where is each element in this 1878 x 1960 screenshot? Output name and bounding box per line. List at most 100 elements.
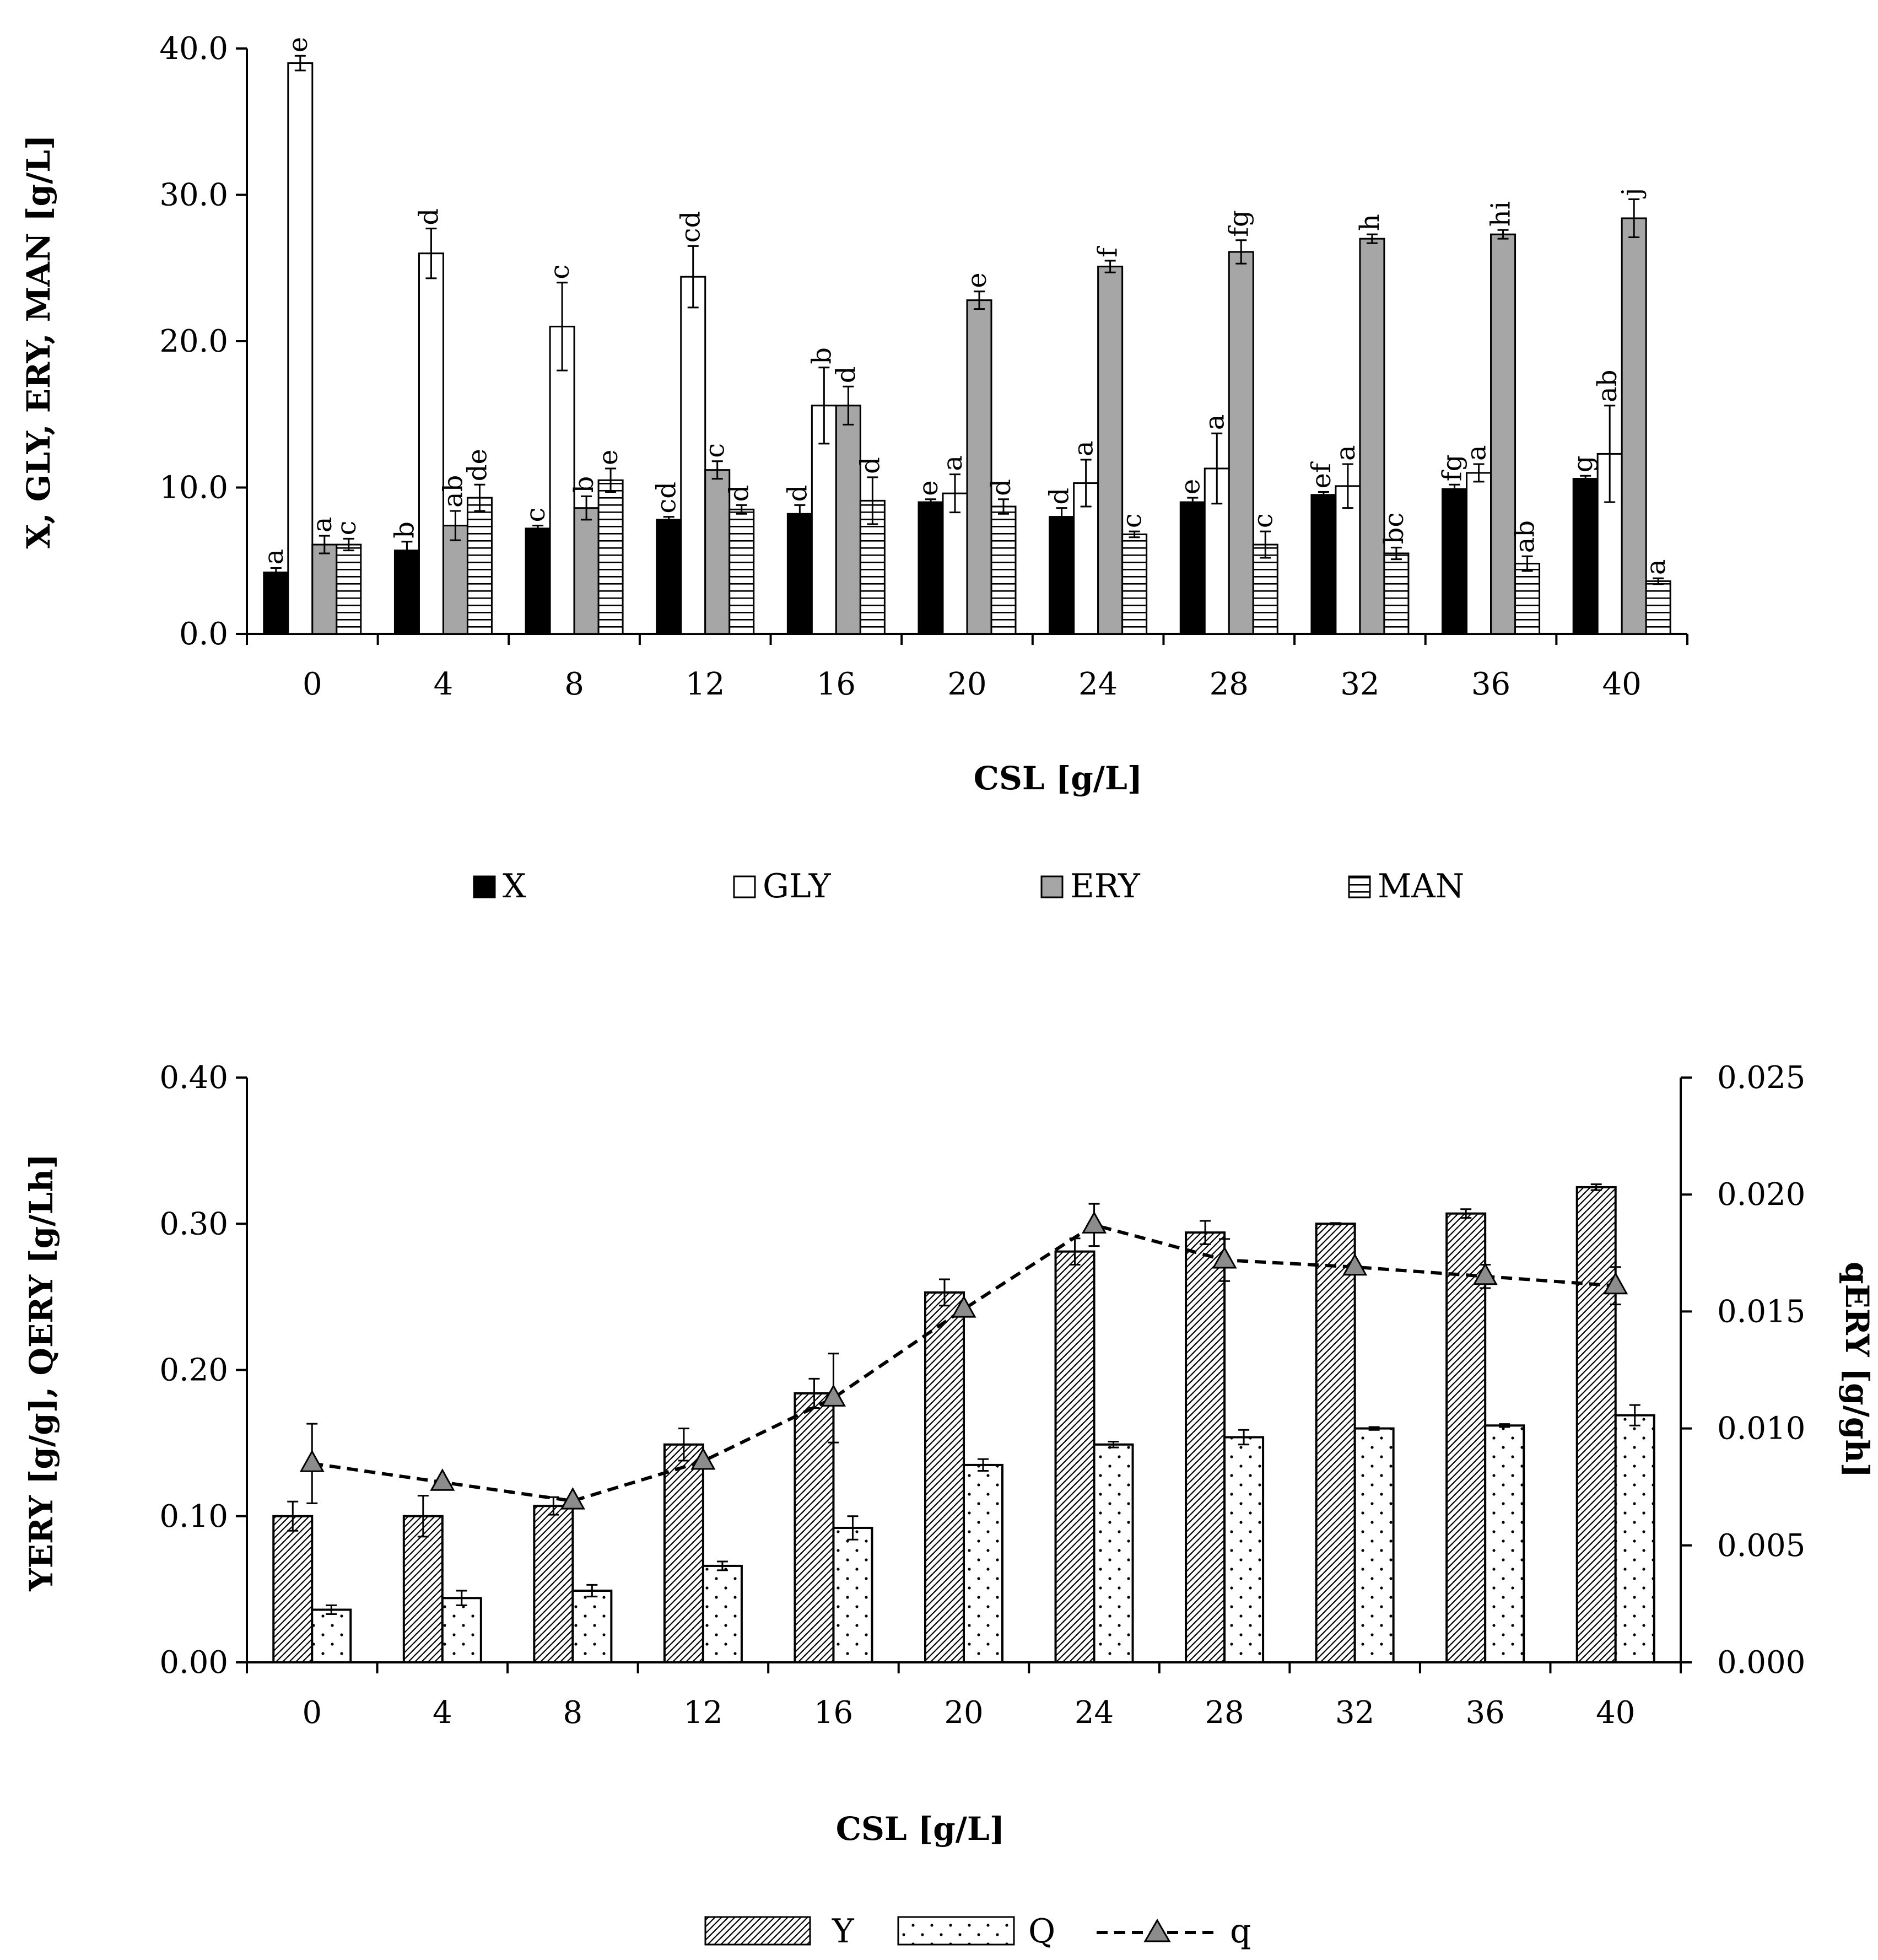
bar-man-40 xyxy=(1645,580,1671,635)
bottom-y2-axis-label: qERY [g/gh] xyxy=(1838,1262,1876,1478)
marker-specific-rate-40 xyxy=(1603,1272,1628,1295)
bar-yield-8 xyxy=(533,1505,574,1664)
top-x-tick-label: 20 xyxy=(947,666,986,702)
significance-letter-man-24: c xyxy=(1117,513,1148,528)
significance-letter-ery-20: e xyxy=(962,272,992,288)
significance-letter-ery-12: c xyxy=(700,443,731,458)
bar-ery-20 xyxy=(966,299,992,635)
bar-gly-24 xyxy=(1073,482,1099,635)
bar-yield-4 xyxy=(402,1515,444,1663)
bar-x-40 xyxy=(1572,478,1599,635)
top-y-tick-label: 0.0 xyxy=(179,616,228,652)
marker-specific-rate-28 xyxy=(1212,1246,1237,1269)
legend-swatch-ery xyxy=(1040,875,1064,898)
bar-ery-0 xyxy=(311,543,338,635)
significance-letter-ery-40: j xyxy=(1616,188,1647,199)
top-x-tick-label: 12 xyxy=(686,666,725,702)
significance-letter-gly-0: e xyxy=(283,37,314,52)
bar-productivity-24 xyxy=(1093,1443,1134,1664)
bar-man-32 xyxy=(1383,552,1410,635)
significance-letter-man-32: bc xyxy=(1379,513,1410,545)
bar-yield-36 xyxy=(1445,1212,1487,1664)
bottom-x-tick-label: 36 xyxy=(1466,1695,1505,1731)
bar-yield-0 xyxy=(272,1515,314,1663)
top-legend: X GLY ERY MAN xyxy=(473,867,1464,906)
bottom-x-tick-label: 4 xyxy=(433,1695,452,1731)
bottom-y-axis-label: YERY [g/g], QERY [g/Lh] xyxy=(23,1154,60,1592)
legend-label-q-rate: q xyxy=(1230,1912,1251,1951)
bar-productivity-40 xyxy=(1614,1414,1655,1664)
significance-letter-gly-28: a xyxy=(1199,414,1230,430)
bottom-x-tick-label: 28 xyxy=(1205,1695,1244,1731)
bar-ery-16 xyxy=(835,405,861,635)
bar-gly-0 xyxy=(287,62,314,635)
bar-man-0 xyxy=(336,543,362,635)
line-specific-rate xyxy=(311,1223,1616,1503)
significance-letter-x-16: d xyxy=(782,485,813,502)
bar-gly-12 xyxy=(680,276,706,635)
significance-letter-ery-0: a xyxy=(307,516,338,532)
bar-yield-40 xyxy=(1575,1186,1617,1663)
bar-ery-28 xyxy=(1228,251,1254,635)
legend-swatch-man xyxy=(1348,875,1371,898)
top-x-axis-label: CSL [g/L] xyxy=(974,760,1142,797)
bar-ery-36 xyxy=(1490,233,1517,635)
bar-yield-28 xyxy=(1185,1231,1226,1664)
significance-letter-x-28: e xyxy=(1175,479,1206,494)
significance-letter-ery-16: d xyxy=(830,367,861,384)
bottom-x-tick-label: 24 xyxy=(1075,1695,1114,1731)
significance-letter-x-4: b xyxy=(389,521,420,539)
legend-marker-q-rate xyxy=(1143,1919,1171,1942)
significance-letter-ery-36: hi xyxy=(1486,201,1517,227)
bottom-x-tick-label: 40 xyxy=(1596,1695,1635,1731)
significance-letter-gly-40: ab xyxy=(1592,369,1623,402)
bar-x-12 xyxy=(656,519,682,635)
marker-specific-rate-4 xyxy=(430,1468,455,1491)
bar-man-4 xyxy=(466,497,493,635)
bar-x-32 xyxy=(1310,494,1337,635)
top-y-tick-label: 40.0 xyxy=(159,31,228,67)
bar-x-20 xyxy=(918,501,944,635)
marker-specific-rate-12 xyxy=(690,1447,716,1470)
significance-letter-gly-8: c xyxy=(544,265,575,279)
top-y-tick-label: 20.0 xyxy=(159,324,228,359)
marker-specific-rate-32 xyxy=(1342,1253,1368,1276)
bar-productivity-12 xyxy=(701,1564,743,1664)
bar-yield-20 xyxy=(924,1291,965,1663)
top-y-tick-label: 10.0 xyxy=(159,470,228,506)
bar-x-8 xyxy=(525,527,551,635)
significance-letter-x-32: ef xyxy=(1306,461,1337,488)
top-x-tick-label: 0 xyxy=(303,666,322,702)
significance-letter-ery-24: f xyxy=(1093,246,1124,257)
significance-letter-x-36: fg xyxy=(1437,455,1468,482)
significance-letter-man-0: c xyxy=(331,521,362,536)
significance-letter-gly-16: b xyxy=(806,347,837,364)
bottom-y-tick-label: 0.20 xyxy=(159,1353,228,1388)
legend-swatch-gly xyxy=(733,875,756,898)
bar-productivity-36 xyxy=(1484,1424,1525,1663)
significance-letter-ery-28: fg xyxy=(1223,210,1254,237)
bar-man-24 xyxy=(1121,533,1148,635)
significance-letter-man-36: ab xyxy=(1510,520,1541,553)
bottom-y2-tick-label: 0.015 xyxy=(1717,1294,1805,1329)
bar-ery-8 xyxy=(573,507,600,635)
bar-productivity-20 xyxy=(963,1463,1003,1664)
bar-yield-32 xyxy=(1315,1223,1356,1663)
bottom-y2-tick-label: 0.000 xyxy=(1717,1645,1805,1681)
significance-letter-ery-32: h xyxy=(1354,214,1385,231)
bar-x-28 xyxy=(1179,501,1206,635)
significance-letter-gly-24: a xyxy=(1068,440,1099,456)
significance-letter-gly-36: a xyxy=(1461,445,1492,461)
legend-label-y: Y xyxy=(832,1912,855,1951)
bar-man-12 xyxy=(728,508,755,635)
bottom-y2-tick-label: 0.020 xyxy=(1717,1177,1805,1213)
top-x-tick-label: 40 xyxy=(1602,666,1642,702)
bottom-x-tick-label: 16 xyxy=(814,1695,853,1731)
bar-productivity-4 xyxy=(441,1597,482,1664)
significance-letter-x-40: g xyxy=(1568,456,1599,473)
legend-label-ery: ERY xyxy=(1070,867,1141,906)
bar-yield-24 xyxy=(1054,1250,1096,1663)
marker-specific-rate-0 xyxy=(299,1450,325,1472)
significance-letter-gly-12: cd xyxy=(676,211,706,243)
